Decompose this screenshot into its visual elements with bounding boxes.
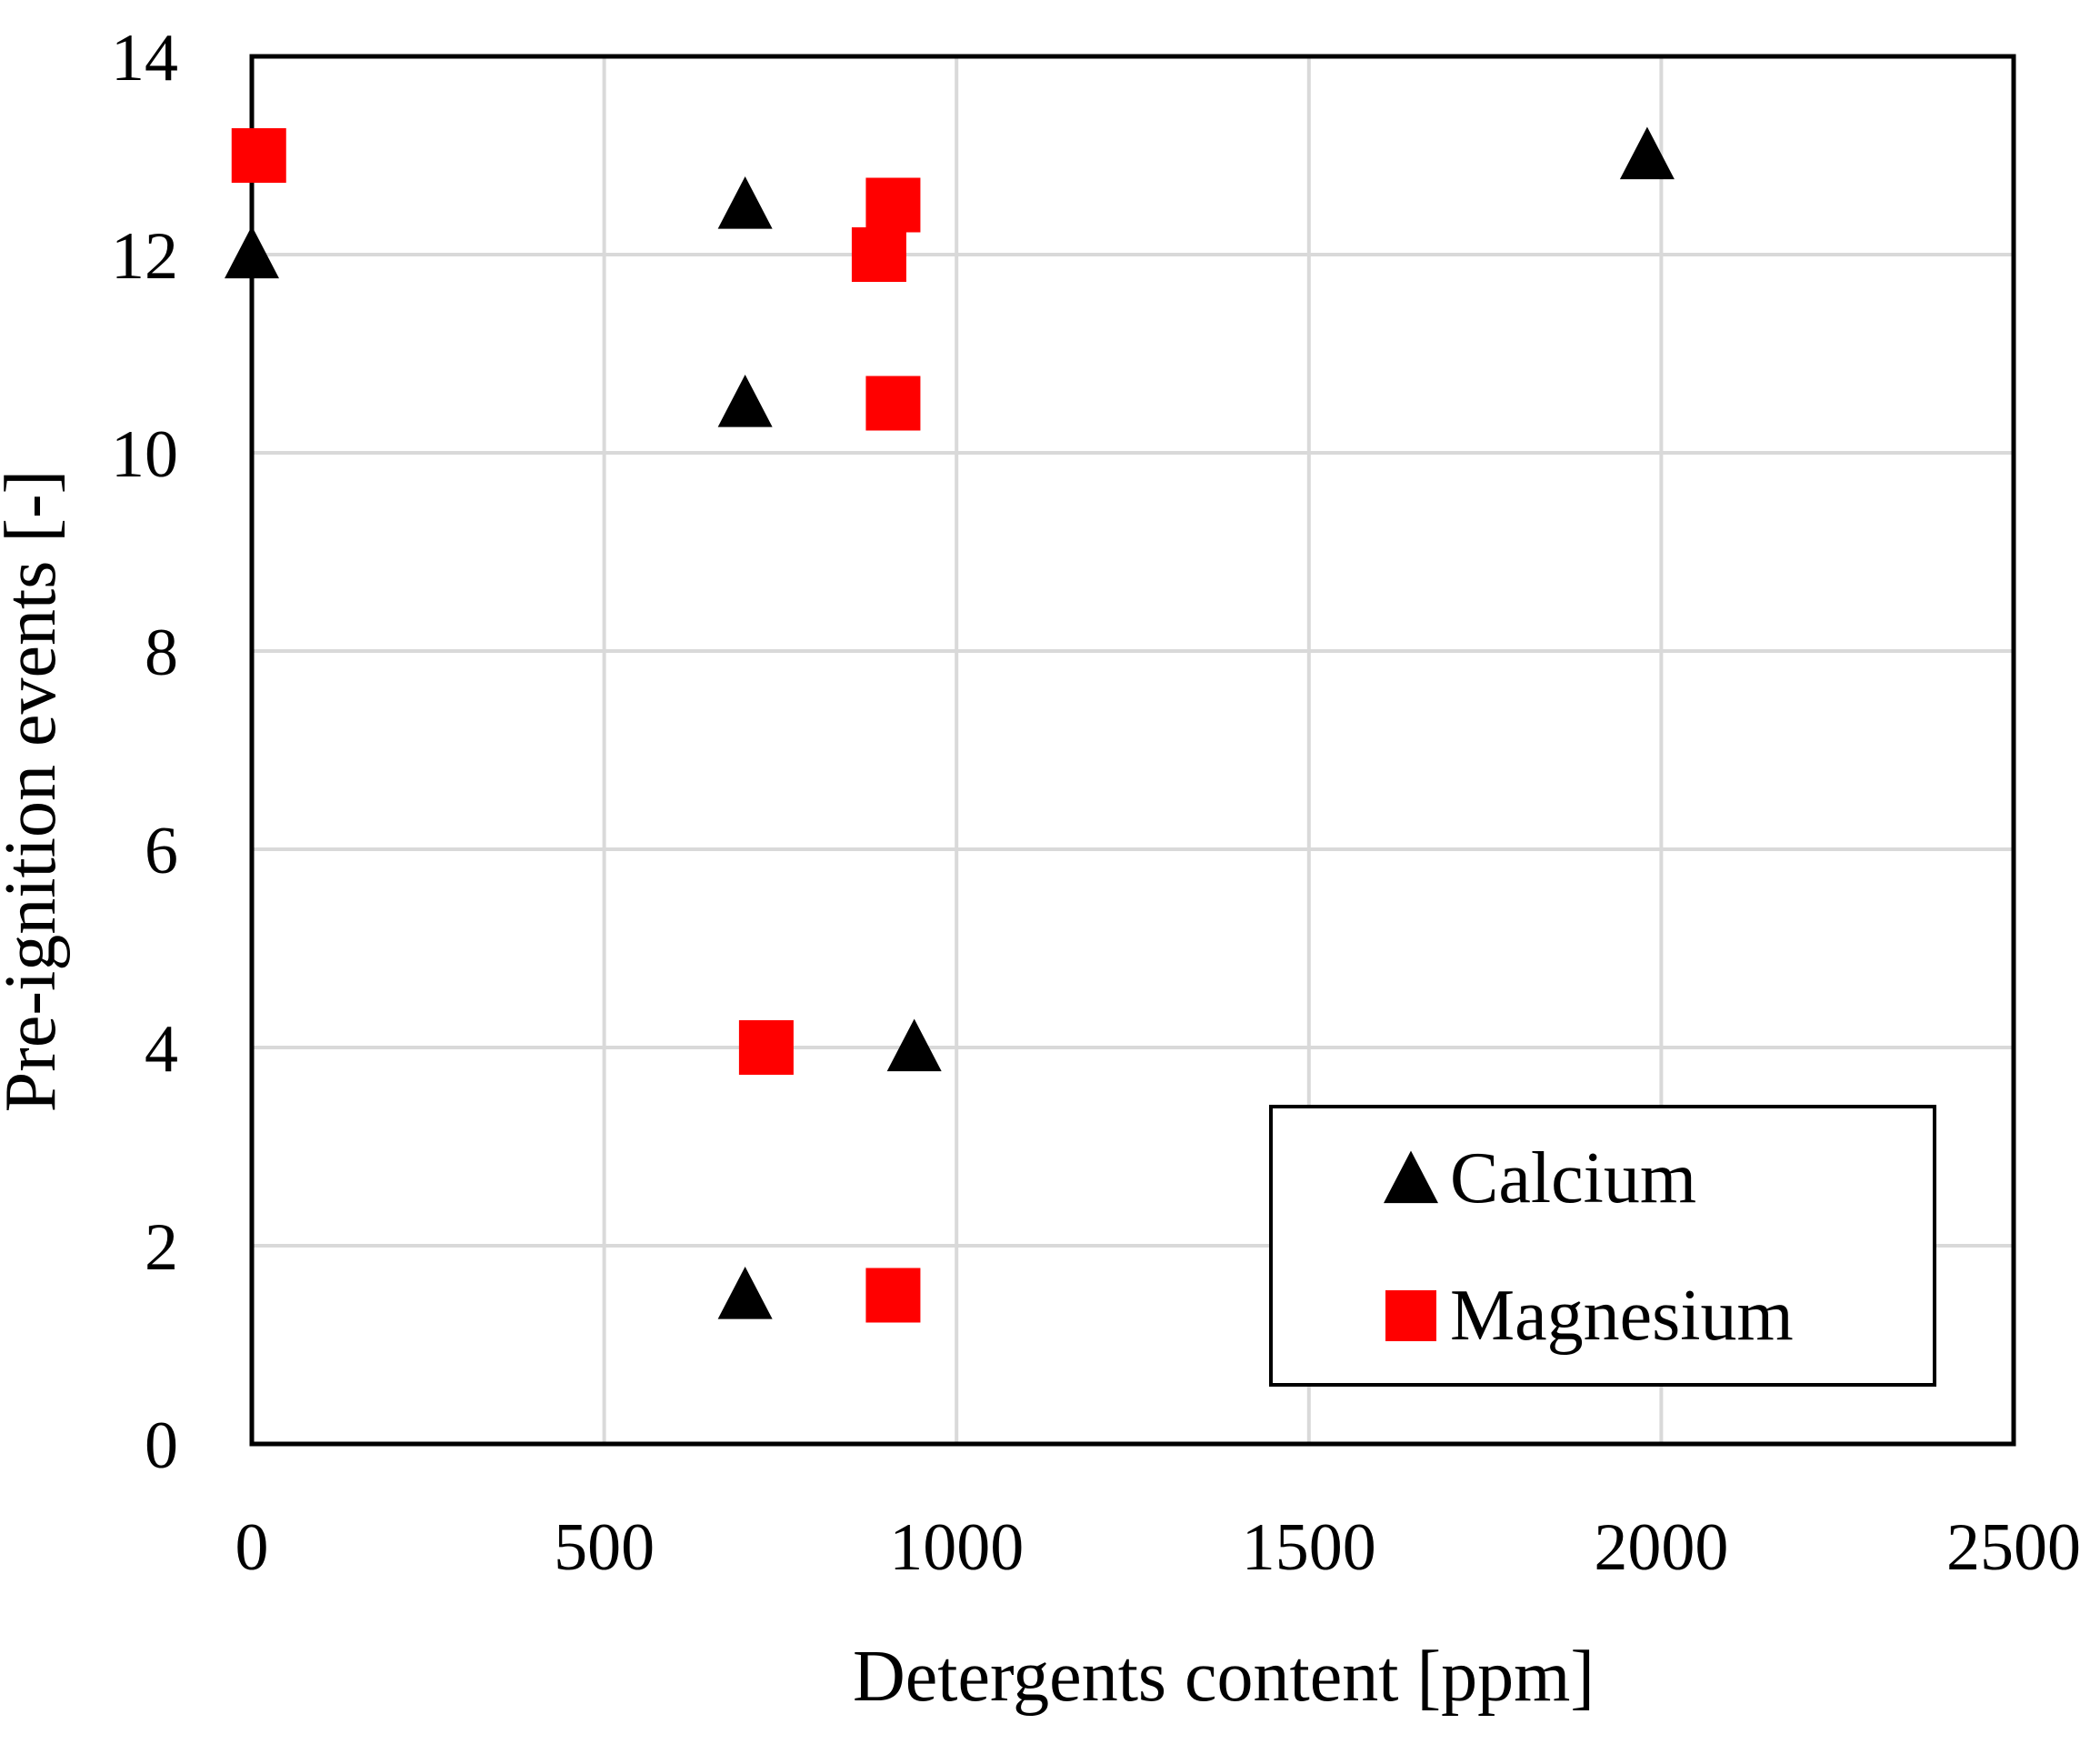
x-tick-label: 2500	[1946, 1510, 2081, 1585]
plot-frame	[249, 54, 2016, 1447]
y-tick-label: 0	[145, 1408, 178, 1483]
y-tick-label: 8	[145, 616, 178, 690]
data-point-magnesium	[851, 227, 906, 282]
y-tick-label: 10	[111, 417, 178, 492]
x-axis-title: Detergents content [ppm]	[853, 1637, 1595, 1717]
data-point-calcium	[717, 375, 773, 427]
y-tick-label: 14	[111, 21, 178, 95]
data-point-magnesium	[865, 177, 921, 233]
x-tick-label: 1000	[889, 1510, 1024, 1585]
data-point-calcium	[717, 176, 773, 229]
x-tick-label: 500	[554, 1510, 655, 1585]
y-tick-label: 2	[145, 1210, 178, 1285]
x-tick-label: 0	[235, 1510, 269, 1585]
data-point-calcium	[717, 1267, 773, 1319]
legend-box	[1269, 1105, 1936, 1387]
data-point-calcium	[886, 1018, 942, 1072]
data-point-magnesium	[231, 128, 286, 183]
grid-layer	[252, 56, 2014, 1444]
x-tick-label: 1500	[1242, 1510, 1376, 1585]
legend-label-magnesium: Magnesium	[1450, 1276, 1794, 1356]
data-point-calcium	[1619, 126, 1675, 180]
data-point-magnesium	[865, 1268, 921, 1323]
y-tick-label: 6	[145, 814, 178, 888]
legend-marker-calcium	[1384, 1150, 1438, 1204]
data-point-calcium	[225, 226, 279, 279]
y-tick-label: 4	[145, 1012, 178, 1087]
tick-labels-layer: 0 500 1000 1500 2000 2500 0 2 4 6 8 10 12 14	[111, 21, 2081, 1585]
data-points-layer	[225, 126, 1675, 1323]
legend-label-calcium: Calcium	[1450, 1138, 1696, 1218]
data-point-magnesium	[738, 1020, 794, 1075]
x-tick-label: 2000	[1594, 1510, 1728, 1585]
data-point-magnesium	[865, 376, 921, 431]
y-axis-title: Pre-ignition events [-]	[0, 470, 71, 1112]
legend: Calcium Magnesium	[1269, 1105, 1936, 1387]
y-tick-label: 12	[111, 219, 178, 294]
legend-marker-magnesium	[1385, 1290, 1436, 1341]
